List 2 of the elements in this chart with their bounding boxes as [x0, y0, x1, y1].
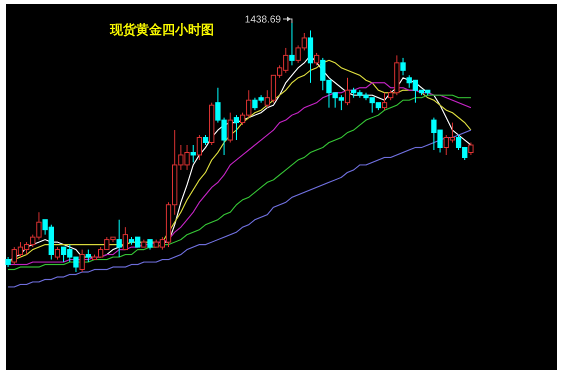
- chart-title: 现货黄金四小时图: [109, 22, 214, 37]
- annotation: 1438.69: [244, 14, 282, 26]
